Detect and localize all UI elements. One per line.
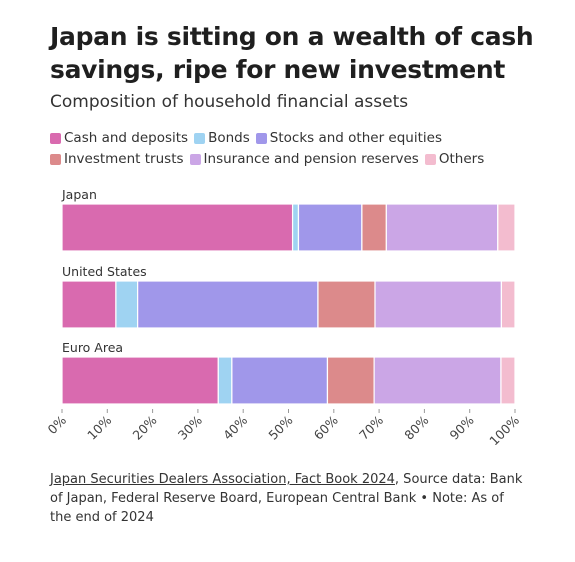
bar-segment [497, 203, 516, 252]
bar-segment [231, 356, 329, 405]
bar-segment [326, 356, 375, 405]
source-note: Japan Securities Dealers Association, Fa… [50, 470, 525, 527]
bar-segment [317, 280, 376, 329]
source-link[interactable]: Japan Securities Dealers Association, Fa… [50, 472, 395, 487]
legend-item: Insurance and pension reserves [189, 150, 419, 169]
legend-item: Cash and deposits [50, 129, 188, 148]
x-tick-label: 80% [401, 412, 431, 442]
bar-segment [373, 356, 502, 405]
bar-segment [61, 356, 219, 405]
chart-title: Japan is sitting on a wealth of cash sav… [50, 22, 534, 84]
legend-item: Bonds [194, 129, 250, 148]
bar-segment [385, 203, 499, 252]
bar-segment [500, 356, 516, 405]
x-tick-label: 100% [486, 412, 522, 445]
x-tick-label: 0% [44, 412, 69, 437]
legend-item: Investment trusts [50, 150, 184, 169]
legend-swatch [194, 133, 206, 144]
legend-label: Stocks and other equities [269, 130, 442, 146]
legend-label: Bonds [208, 130, 250, 146]
bar-segment [361, 203, 387, 252]
bar-segment [61, 280, 117, 329]
legend-label: Cash and deposits [64, 130, 189, 146]
x-tick-label: 30% [175, 412, 205, 442]
bar-segment [115, 280, 139, 329]
legend-swatch [189, 154, 201, 165]
bar-segment [217, 356, 233, 405]
bar-segment [500, 280, 516, 329]
note-text: , Source data: Bank of Japan, Federal Re… [50, 472, 523, 525]
chart-subtitle: Composition of household financial asset… [50, 92, 409, 112]
x-tick-label: 70% [356, 412, 386, 442]
x-tick-label: 50% [265, 412, 295, 442]
legend-swatch [255, 133, 267, 144]
x-tick-label: 60% [311, 412, 341, 442]
bar-segment [291, 203, 300, 252]
bar-segment [297, 203, 363, 252]
legend-item: Others [424, 150, 485, 169]
legend-swatch [424, 154, 436, 165]
x-tick-label: 10% [84, 412, 114, 442]
x-tick-label: 20% [129, 412, 159, 442]
legend-swatch [50, 133, 61, 144]
x-tick-label: 90% [447, 412, 477, 442]
legend-item: Stocks and other equities [255, 129, 442, 148]
bar-segment [374, 280, 503, 329]
legend-label: Insurance and pension reserves [203, 151, 419, 167]
category-label: Euro Area [62, 340, 123, 355]
category-label: United States [62, 264, 147, 279]
stacked-bar-chart: Japan United States Euro Area 0% 10% 20% 30% 40… [44, 187, 522, 445]
legend-label: Investment trusts [64, 151, 184, 167]
legend-label: Others [438, 151, 485, 167]
bar-segment [137, 280, 319, 329]
chart-legend: Cash and deposits Bonds Stocks and other e… [50, 129, 550, 171]
bar-segment [61, 203, 294, 252]
x-tick-label: 40% [220, 412, 250, 442]
legend-swatch [50, 154, 61, 165]
category-label: Japan [61, 187, 97, 202]
